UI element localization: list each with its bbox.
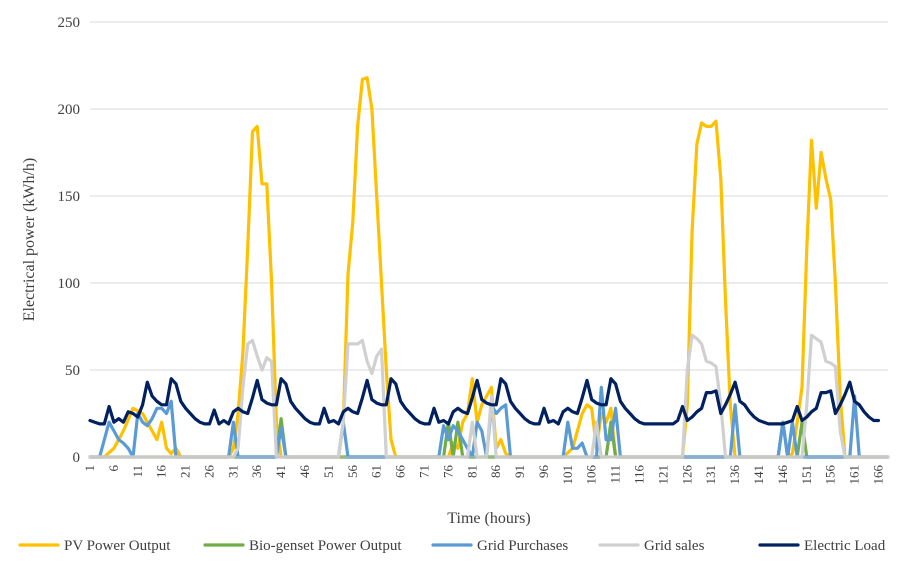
x-tick-label: 71 <box>417 465 432 478</box>
x-tick-label: 106 <box>584 465 599 485</box>
series-line-electric-load <box>88 377 880 426</box>
legend: PV Power Output Bio-genset Power Output Gr… <box>18 538 886 554</box>
x-tick-label: 41 <box>273 465 288 478</box>
legend-item-grid-purchases: Grid Purchases <box>431 538 568 554</box>
x-tick-label: 36 <box>249 465 264 479</box>
y-axis-title: Electrical power (kWh/h) <box>21 158 38 321</box>
x-tick-label: 151 <box>799 465 814 485</box>
y-tick-label: 50 <box>65 363 80 379</box>
x-tick-label: 101 <box>560 465 575 485</box>
x-tick-label: 31 <box>225 465 240 478</box>
legend-label: Electric Load <box>804 538 886 554</box>
x-tick-label: 96 <box>536 465 551 479</box>
x-tick-label: 1 <box>82 465 97 472</box>
legend-label: Bio-genset Power Output <box>249 538 402 554</box>
x-tick-label: 61 <box>369 465 384 478</box>
x-tick-label: 156 <box>823 465 838 485</box>
x-tick-label: 141 <box>751 465 766 485</box>
grid-layer <box>90 21 888 371</box>
x-tick-label: 91 <box>512 465 527 478</box>
x-tick-label: 131 <box>703 465 718 485</box>
x-tick-label: 76 <box>440 465 455 479</box>
x-tick-label: 111 <box>608 465 623 484</box>
legend-item-grid-sales: Grid sales <box>598 538 705 554</box>
legend-label: PV Power Output <box>64 538 171 554</box>
x-axis-title: Time (hours) <box>447 510 530 527</box>
x-tick-label: 81 <box>464 465 479 478</box>
legend-item-pv-power-output: PV Power Output <box>18 538 171 554</box>
x-tick-label: 6 <box>106 465 121 472</box>
x-tick-label: 16 <box>154 465 169 479</box>
x-tick-label: 51 <box>321 465 336 478</box>
x-tick-label: 56 <box>345 465 360 479</box>
y-tick-label: 100 <box>58 276 81 292</box>
x-tick-label: 86 <box>488 465 503 479</box>
x-tick-label: 46 <box>297 465 312 479</box>
y-tick-label: 200 <box>58 102 81 118</box>
x-tick-label: 26 <box>202 465 217 479</box>
legend-label: Grid Purchases <box>477 538 568 554</box>
x-tick-label: 116 <box>632 465 647 485</box>
x-tick-label: 11 <box>130 465 145 478</box>
x-tick-label: 146 <box>775 465 790 485</box>
x-tick-label: 126 <box>679 465 694 485</box>
legend-item-electric-load: Electric Load <box>758 538 886 554</box>
x-tick-label: 166 <box>870 465 885 485</box>
x-tick-label: 136 <box>727 465 742 485</box>
y-tick-label: 150 <box>58 189 81 205</box>
x-tick-label: 21 <box>178 465 193 478</box>
y-tick-label: 0 <box>73 450 81 466</box>
y-tick-label: 250 <box>58 15 81 31</box>
legend-label: Grid sales <box>644 538 705 554</box>
x-tick-label: 121 <box>655 465 670 485</box>
series-line-grid-sales <box>88 333 890 459</box>
x-tick-label: 161 <box>847 465 862 485</box>
x-tick-label: 66 <box>393 465 408 479</box>
legend-item-bio-genset-power-output: Bio-genset Power Output <box>203 538 402 554</box>
